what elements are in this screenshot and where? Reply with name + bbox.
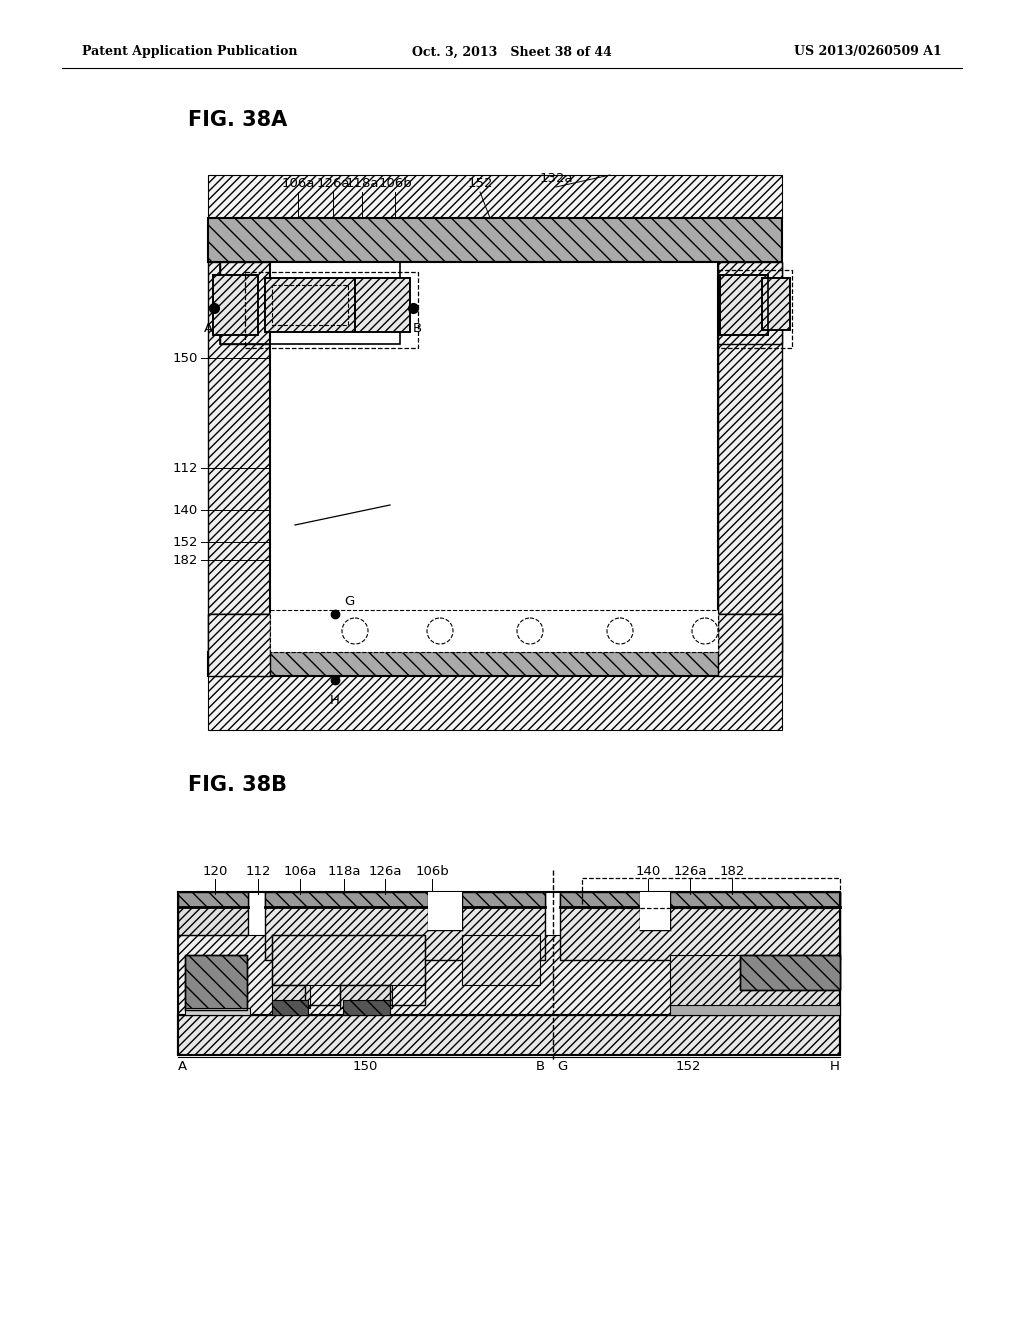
Circle shape — [607, 618, 633, 644]
Text: H: H — [830, 1060, 840, 1073]
Bar — [343, 1001, 390, 1015]
Bar — [670, 1005, 840, 1015]
Bar — [462, 935, 540, 985]
Bar — [185, 1008, 250, 1015]
Bar — [208, 676, 782, 730]
Bar — [208, 261, 270, 614]
Bar — [270, 610, 718, 652]
Bar — [272, 935, 425, 985]
Bar — [560, 892, 840, 960]
Text: 120: 120 — [203, 865, 227, 878]
Bar — [213, 275, 258, 335]
Bar — [208, 614, 782, 652]
Bar — [718, 261, 782, 614]
Bar — [185, 954, 247, 1010]
Bar — [265, 892, 545, 907]
Bar — [220, 261, 400, 345]
Text: 106b: 106b — [415, 865, 449, 878]
Text: 118a: 118a — [328, 865, 360, 878]
Bar — [270, 261, 718, 614]
Bar — [640, 892, 670, 931]
Text: 112: 112 — [172, 462, 198, 474]
Text: H: H — [330, 694, 340, 708]
Bar — [718, 614, 782, 676]
Text: 140: 140 — [635, 865, 660, 878]
Circle shape — [342, 618, 368, 644]
Bar — [740, 954, 840, 990]
Text: 126a: 126a — [673, 865, 707, 878]
Bar — [272, 1001, 308, 1015]
Text: 126a: 126a — [316, 177, 350, 190]
Text: 182: 182 — [719, 865, 744, 878]
Text: 106a: 106a — [284, 865, 316, 878]
Text: Patent Application Publication: Patent Application Publication — [82, 45, 298, 58]
Bar — [178, 892, 248, 907]
Bar — [720, 275, 768, 335]
Text: B: B — [413, 322, 422, 335]
Bar — [178, 1015, 840, 1055]
Bar — [720, 275, 768, 335]
Bar — [428, 892, 462, 931]
Bar — [355, 279, 410, 333]
Circle shape — [692, 618, 718, 644]
Text: 152: 152 — [675, 1060, 700, 1073]
Text: US 2013/0260509 A1: US 2013/0260509 A1 — [795, 45, 942, 58]
Text: 106b: 106b — [378, 177, 412, 190]
Bar — [245, 272, 418, 348]
Text: 152: 152 — [172, 536, 198, 549]
Bar — [762, 279, 790, 330]
Bar — [582, 878, 840, 908]
Bar — [272, 985, 310, 1008]
Text: 150: 150 — [352, 1060, 378, 1073]
Bar — [560, 892, 840, 907]
Bar — [208, 614, 270, 676]
Text: 182: 182 — [173, 553, 198, 566]
Bar — [272, 285, 348, 325]
Bar — [265, 279, 355, 333]
Text: 106a: 106a — [282, 177, 314, 190]
Bar — [355, 279, 410, 333]
Bar — [208, 176, 782, 218]
Bar — [208, 652, 782, 676]
Bar — [718, 271, 792, 348]
Text: FIG. 38B: FIG. 38B — [188, 775, 287, 795]
Text: A: A — [178, 1060, 187, 1073]
Text: G: G — [557, 1060, 567, 1073]
Bar — [265, 892, 545, 960]
Bar — [178, 935, 840, 1015]
Bar — [213, 275, 258, 335]
Bar — [178, 892, 248, 935]
Bar — [265, 279, 355, 333]
Text: FIG. 38A: FIG. 38A — [188, 110, 288, 129]
Bar — [220, 261, 400, 345]
Bar — [670, 954, 840, 1010]
Bar — [762, 279, 790, 330]
Bar — [340, 985, 392, 1008]
Bar — [208, 218, 782, 261]
Text: 132a: 132a — [540, 172, 572, 185]
Bar — [718, 261, 782, 345]
Text: 140: 140 — [173, 503, 198, 516]
Text: G: G — [344, 595, 354, 609]
Text: Oct. 3, 2013   Sheet 38 of 44: Oct. 3, 2013 Sheet 38 of 44 — [412, 45, 612, 58]
Text: 118a: 118a — [345, 177, 379, 190]
Circle shape — [517, 618, 543, 644]
Text: A: A — [204, 322, 213, 335]
Bar — [740, 954, 840, 990]
Bar — [185, 954, 247, 1010]
Text: 126a: 126a — [369, 865, 401, 878]
Text: 152: 152 — [467, 177, 493, 190]
Circle shape — [427, 618, 453, 644]
Text: 150: 150 — [173, 351, 198, 364]
Text: 112: 112 — [246, 865, 270, 878]
Text: B: B — [536, 1060, 545, 1073]
